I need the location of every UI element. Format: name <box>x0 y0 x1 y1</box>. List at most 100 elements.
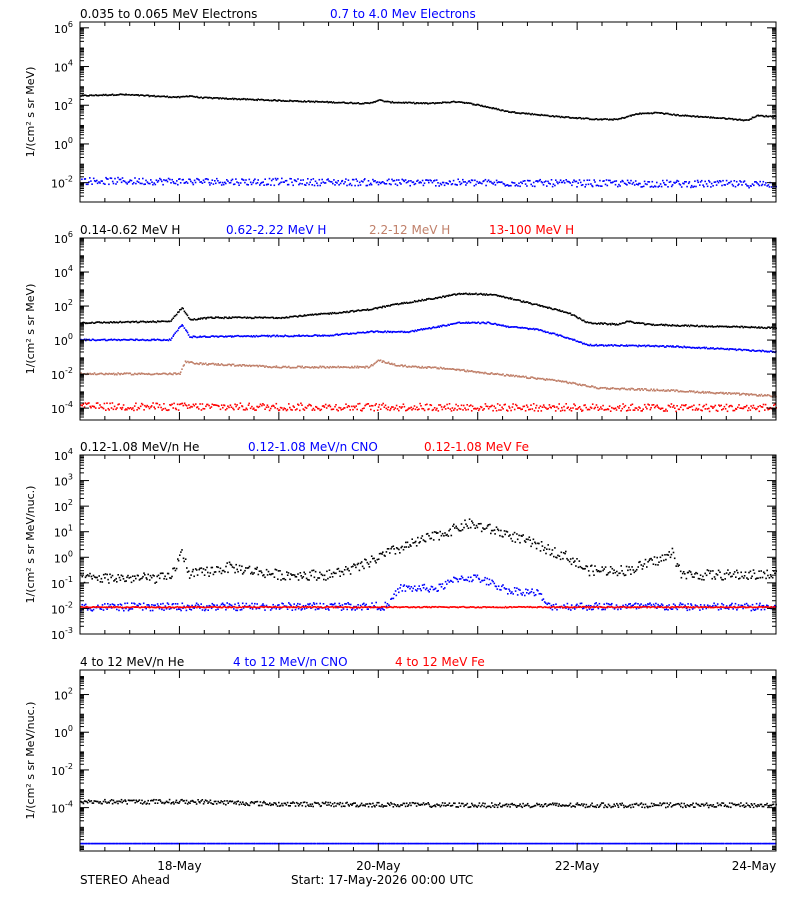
data-point <box>702 346 704 349</box>
data-point <box>745 394 747 396</box>
data-point <box>752 349 755 351</box>
data-point <box>265 316 267 319</box>
data-point <box>455 101 457 104</box>
data-point <box>307 178 309 180</box>
data-point <box>410 330 412 333</box>
data-point <box>762 571 765 573</box>
data-point <box>149 574 152 577</box>
data-point <box>233 316 235 319</box>
data-point <box>492 294 494 296</box>
data-point <box>534 328 537 330</box>
data-point <box>303 409 306 411</box>
data-point <box>504 533 506 536</box>
data-point <box>102 182 105 185</box>
data-point <box>157 339 160 341</box>
data-point <box>649 323 652 326</box>
data-point <box>687 324 690 327</box>
data-point <box>312 334 315 337</box>
data-point <box>699 347 702 350</box>
data-point <box>501 109 503 111</box>
data-point <box>568 381 571 384</box>
data-point <box>695 346 698 349</box>
data-point <box>162 408 165 410</box>
data-point <box>332 366 335 369</box>
data-point <box>242 571 245 574</box>
data-point <box>162 183 164 186</box>
data-point <box>362 102 364 105</box>
data-point <box>193 95 196 98</box>
data-point <box>731 575 733 578</box>
data-point <box>535 113 537 116</box>
data-point <box>437 182 439 184</box>
data-point <box>597 409 600 411</box>
data-point <box>126 94 128 96</box>
data-point <box>750 577 752 579</box>
data-point <box>510 537 512 540</box>
data-point <box>626 184 628 186</box>
data-point <box>363 407 365 409</box>
data-point <box>331 102 334 104</box>
data-point <box>440 183 443 186</box>
data-point <box>557 554 559 557</box>
data-point <box>349 573 352 575</box>
data-point <box>660 389 663 392</box>
data-point <box>82 321 85 324</box>
data-point <box>640 113 643 115</box>
data-point <box>192 607 195 609</box>
data-point <box>278 409 281 411</box>
data-point <box>297 178 299 180</box>
data-point <box>624 116 627 119</box>
data-point <box>636 113 638 115</box>
data-point <box>144 404 146 407</box>
data-point <box>548 378 551 381</box>
data-point <box>532 113 535 116</box>
data-point <box>741 184 743 186</box>
data-point <box>623 406 625 408</box>
data-point <box>214 317 216 319</box>
data-point <box>490 180 492 183</box>
data-point <box>193 404 196 407</box>
data-point <box>399 101 401 104</box>
data-point <box>133 409 135 412</box>
data-point <box>530 545 532 548</box>
data-point <box>288 316 290 319</box>
data-point <box>248 98 251 101</box>
data-point <box>641 388 643 390</box>
data-point <box>755 408 757 411</box>
data-point <box>705 403 708 406</box>
data-point <box>384 361 387 364</box>
data-point <box>427 366 429 368</box>
data-point <box>448 294 450 296</box>
data-point <box>564 311 566 313</box>
data-point <box>383 331 385 333</box>
data-point <box>630 387 632 390</box>
data-point <box>499 181 502 184</box>
data-point <box>349 366 352 369</box>
data-point <box>228 561 231 564</box>
data-point <box>679 114 682 117</box>
data-point <box>361 410 363 412</box>
data-point <box>324 182 327 184</box>
data-point <box>488 107 491 109</box>
data-point <box>131 602 133 604</box>
data-point <box>366 561 369 564</box>
data-point <box>702 390 704 393</box>
data-point <box>116 373 118 376</box>
data-point <box>604 344 607 347</box>
data-point <box>394 364 396 367</box>
data-point <box>314 366 317 369</box>
data-point <box>290 408 292 411</box>
data-point <box>765 114 767 117</box>
data-point <box>367 563 370 565</box>
data-point <box>183 364 185 366</box>
data-point <box>737 184 739 187</box>
data-point <box>130 581 133 584</box>
data-point <box>474 293 476 295</box>
data-point <box>612 181 614 183</box>
data-point <box>730 575 732 578</box>
data-point <box>360 180 363 182</box>
data-point <box>597 322 600 324</box>
data-point <box>466 525 468 527</box>
data-point <box>706 185 709 188</box>
data-point <box>415 545 418 547</box>
